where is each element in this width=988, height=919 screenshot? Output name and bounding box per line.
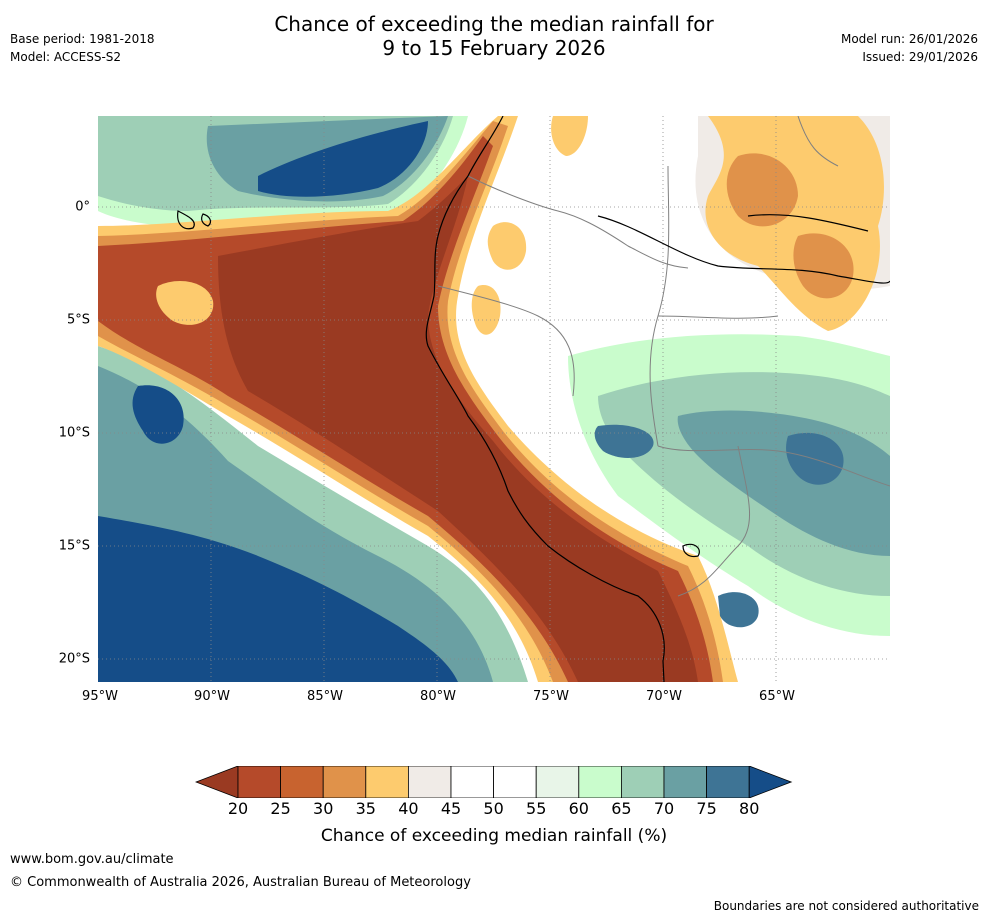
dry-band-yellow-patch <box>156 281 214 325</box>
coastline <box>177 116 890 682</box>
colorbar-segment <box>407 766 452 798</box>
east-land-80c <box>718 592 759 628</box>
x-tick-4: 75°W <box>533 689 569 704</box>
x-tick-6: 65°W <box>759 689 795 704</box>
dry-band-20 <box>218 176 698 682</box>
x-tick-3: 80°W <box>420 689 456 704</box>
y-tick-1: 5°S <box>66 312 90 328</box>
meta-left: Base period: 1981-2018 Model: ACCESS-S2 <box>10 30 155 66</box>
graticule <box>98 116 890 682</box>
y-tick-3: 15°S <box>58 538 90 554</box>
colorbar-label: 30 <box>313 799 334 818</box>
colorbar-segment <box>450 766 494 798</box>
x-tick-0: 95°W <box>82 689 118 704</box>
copyright: © Commonwealth of Australia 2026, Austra… <box>10 875 471 890</box>
colorbar-segment <box>535 766 580 798</box>
colorbar-segment <box>365 766 409 798</box>
colorbar-extend-high <box>748 766 793 798</box>
colorbar-segment <box>706 766 750 798</box>
colorbar <box>195 766 793 798</box>
colorbar-segment <box>280 766 324 798</box>
colorbar-label: 60 <box>568 799 589 818</box>
colorbar-label: 80 <box>739 799 760 818</box>
title-line-1: Chance of exceeding the median rainfall … <box>274 12 714 36</box>
title-line-2: 9 to 15 February 2026 <box>382 36 606 60</box>
y-tick-2: 10°S <box>58 425 90 441</box>
colorbar-title: Chance of exceeding median rainfall (%) <box>320 826 668 846</box>
country-borders <box>437 116 890 597</box>
colorbar-segment <box>322 766 367 798</box>
north-land-30b <box>793 233 854 299</box>
north-land-30a <box>726 153 798 227</box>
colorbar-segment <box>493 766 537 798</box>
x-tick-1: 90°W <box>194 689 230 704</box>
north-land-yellow-2 <box>487 222 527 270</box>
north-land-yellow-3 <box>471 285 501 335</box>
website-url[interactable]: www.bom.gov.au/climate <box>10 852 174 867</box>
colorbar-label: 20 <box>227 799 249 818</box>
x-tick-2: 85°W <box>307 689 343 704</box>
y-tick-0: 0° <box>75 199 90 215</box>
colorbar-segment <box>237 766 281 798</box>
colorbar-label: 25 <box>270 799 291 818</box>
colorbar-segment <box>663 766 707 798</box>
map-title: Chance of exceeding the median rainfall … <box>0 12 988 60</box>
colorbar-label: 50 <box>483 799 504 818</box>
colorbar-extend-low <box>195 766 239 798</box>
y-tick-4: 20°S <box>58 651 90 667</box>
colorbar-label: 65 <box>611 799 632 818</box>
rainfall-map <box>98 116 890 682</box>
north-land-yellow-1 <box>551 116 588 156</box>
colorbar-label: 55 <box>526 799 547 818</box>
issued-date: Issued: 29/01/2026 <box>862 50 978 64</box>
colorbar-label: 35 <box>355 799 376 818</box>
base-period: Base period: 1981-2018 <box>10 32 155 46</box>
disclaimer: Boundaries are not considered authoritat… <box>713 899 979 913</box>
colorbar-segment <box>620 766 665 798</box>
model-name: Model: ACCESS-S2 <box>10 50 122 64</box>
colorbar-label: 45 <box>440 799 462 818</box>
colorbar-label: 75 <box>696 799 717 818</box>
model-run: Model run: 26/01/2026 <box>840 32 978 46</box>
meta-right: Model run: 26/01/2026 Issued: 29/01/2026 <box>841 30 978 66</box>
colorbar-label: 70 <box>653 799 675 818</box>
sw-ocean-80b <box>132 385 184 444</box>
sw-ocean-80 <box>98 516 458 682</box>
colorbar-label: 40 <box>398 799 419 818</box>
n-ocean-80 <box>258 121 428 197</box>
x-tick-5: 70°W <box>646 689 682 704</box>
colorbar-segment <box>578 766 622 798</box>
